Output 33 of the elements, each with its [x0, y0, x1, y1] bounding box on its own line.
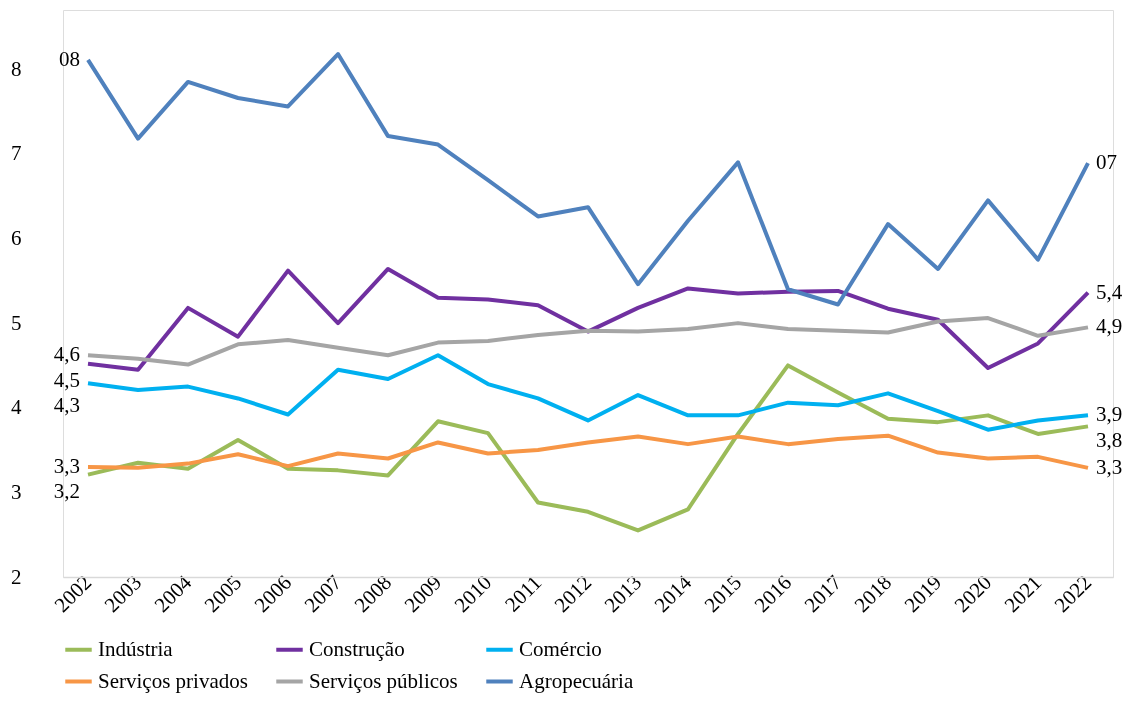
line-series — [86, 433, 1090, 470]
line-series — [86, 363, 1090, 533]
data-label: 3,3 — [53, 453, 80, 478]
x-tick-label: 2021 — [999, 570, 1047, 617]
data-label: 3,9 — [1096, 402, 1123, 427]
y-tick-label: 2 — [11, 564, 22, 589]
data-label: 3,2 — [53, 479, 80, 504]
y-tick-label: 5 — [11, 310, 22, 335]
data-label: 3,3 — [1096, 454, 1123, 479]
line-series — [86, 316, 1090, 367]
legend-label: Agropecuária — [519, 668, 634, 693]
data-label: 5,4 — [1096, 279, 1123, 304]
line-series — [86, 266, 1090, 372]
data-label: 4,3 — [53, 393, 80, 418]
data-label: 4,5 — [53, 367, 80, 392]
legend-label: Indústria — [98, 636, 174, 661]
legend-label: Serviços públicos — [309, 668, 458, 693]
y-tick-label: 4 — [11, 395, 22, 420]
y-tick-label: 8 — [11, 56, 22, 81]
data-label: 08 — [59, 46, 80, 71]
data-label: 4,9 — [1096, 314, 1123, 339]
legend-label: Serviços privados — [98, 668, 248, 693]
legend-label: Construção — [309, 636, 405, 661]
y-tick-label: 6 — [11, 225, 22, 250]
y-tick-label: 3 — [11, 479, 22, 504]
x-tick-label: 2011 — [500, 570, 547, 617]
data-label: 3,8 — [1096, 427, 1123, 452]
legend-label: Comércio — [519, 636, 602, 661]
data-label: 07 — [1096, 150, 1117, 175]
line-series — [86, 52, 1090, 307]
line-series — [86, 353, 1090, 432]
data-label: 4,6 — [53, 342, 80, 367]
y-tick-label: 7 — [11, 141, 22, 166]
